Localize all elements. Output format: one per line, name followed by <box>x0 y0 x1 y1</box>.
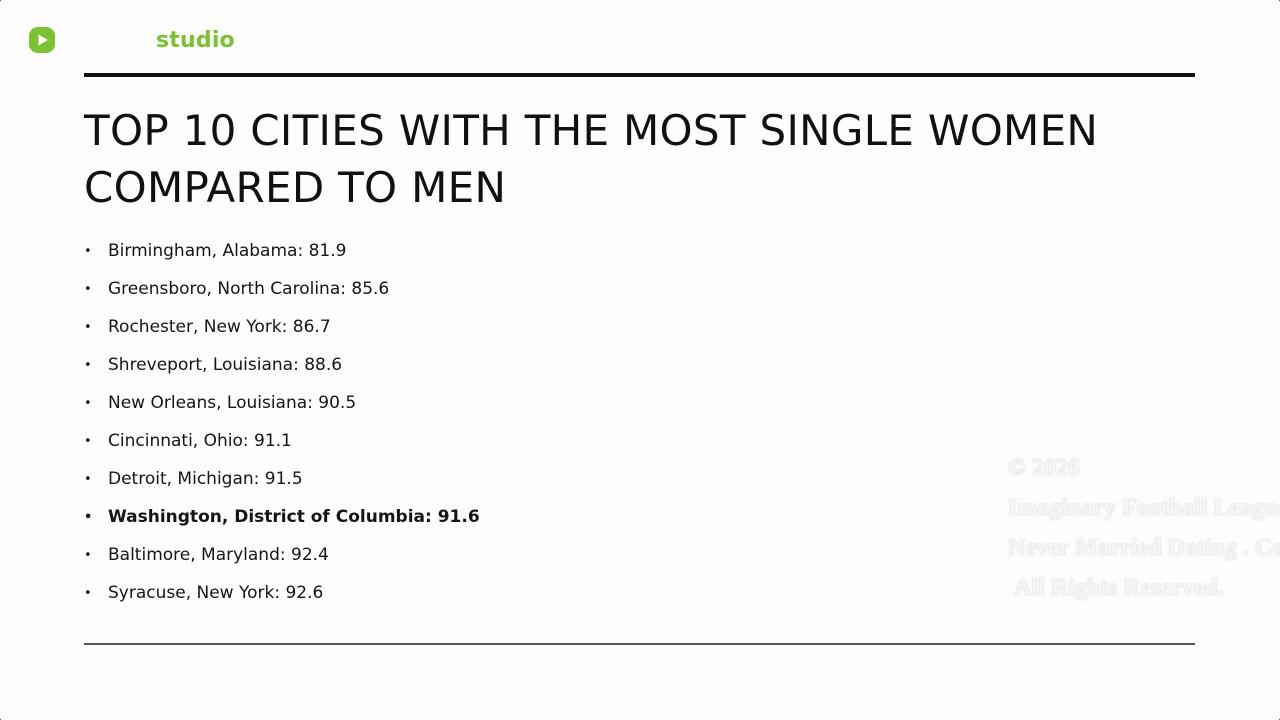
city-label: Detroit, Michigan: 91.5 <box>108 469 303 489</box>
brand-name: studio <box>156 27 235 53</box>
city-label: Washington, District of Columbia: 91.6 <box>108 507 480 527</box>
brand-logo: studio <box>28 24 235 56</box>
bullet-icon: • <box>84 243 92 259</box>
copyright-watermark: © 2026 Imaginary Football League Never M… <box>1008 448 1280 608</box>
list-item: • Washington, District of Columbia: 91.6 <box>84 498 480 536</box>
bullet-icon: • <box>84 509 93 525</box>
city-label: Cincinnati, Ohio: 91.1 <box>108 431 292 451</box>
watermark-line: Imaginary Football League <box>1008 495 1280 521</box>
bullet-icon: • <box>84 281 92 297</box>
slide-title-line1: TOP 10 CITIES WITH THE MOST SINGLE WOMEN <box>84 106 1099 155</box>
bullet-icon: • <box>84 471 92 487</box>
watermark-line: © 2026 <box>1008 455 1080 481</box>
bottom-divider <box>84 643 1195 645</box>
bullet-icon: • <box>84 395 92 411</box>
bullet-icon: • <box>84 357 92 373</box>
list-item: • Greensboro, North Carolina: 85.6 <box>84 270 480 308</box>
list-item: • Baltimore, Maryland: 92.4 <box>84 536 480 574</box>
top-divider <box>84 73 1195 77</box>
bullet-icon: • <box>84 433 92 449</box>
city-label: Birmingham, Alabama: 81.9 <box>108 241 347 261</box>
list-item: • Rochester, New York: 86.7 <box>84 308 480 346</box>
city-label: Baltimore, Maryland: 92.4 <box>108 545 329 565</box>
city-label: Rochester, New York: 86.7 <box>108 317 331 337</box>
bullet-icon: • <box>84 585 92 601</box>
watermark-line: Never Married Dating . Com <box>1008 535 1280 561</box>
city-label: Shreveport, Louisiana: 88.6 <box>108 355 343 375</box>
city-label: Greensboro, North Carolina: 85.6 <box>108 279 390 299</box>
slide-title-line2: COMPARED TO MEN <box>84 163 507 212</box>
bullet-icon: • <box>84 547 92 563</box>
slide-title: TOP 10 CITIES WITH THE MOST SINGLE WOMEN… <box>84 102 1204 216</box>
city-list: • Birmingham, Alabama: 81.9 • Greensboro, … <box>84 232 480 612</box>
list-item: • Syracuse, New York: 92.6 <box>84 574 480 612</box>
bullet-icon: • <box>84 319 92 335</box>
watermark-line: All Rights Reserved. <box>1014 575 1224 601</box>
list-item: • Birmingham, Alabama: 81.9 <box>84 232 480 270</box>
city-label: Syracuse, New York: 92.6 <box>108 583 324 603</box>
city-label: New Orleans, Louisiana: 90.5 <box>108 393 357 413</box>
list-item: • New Orleans, Louisiana: 90.5 <box>84 384 480 422</box>
list-item: • Shreveport, Louisiana: 88.6 <box>84 346 480 384</box>
list-item: • Cincinnati, Ohio: 91.1 <box>84 422 480 460</box>
list-item: • Detroit, Michigan: 91.5 <box>84 460 480 498</box>
play-icon <box>29 27 55 53</box>
